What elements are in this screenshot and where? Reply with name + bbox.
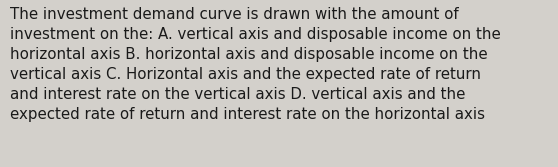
Text: The investment demand curve is drawn with the amount of
investment on the: A. ve: The investment demand curve is drawn wit… — [10, 7, 501, 122]
